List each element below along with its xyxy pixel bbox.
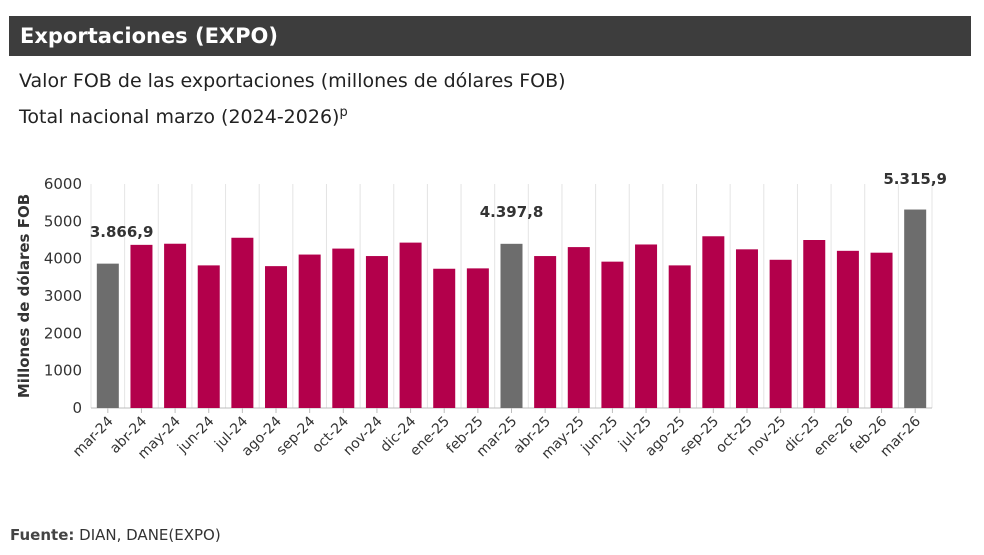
x-tick-label: jun-24 — [174, 413, 218, 457]
bar-dic-25 — [803, 240, 826, 408]
source-text: DIAN, DANE(EXPO) — [79, 526, 221, 544]
bar-may-24 — [164, 243, 187, 408]
bar-nov-25 — [769, 259, 792, 408]
section-header: Exportaciones (EXPO) — [9, 16, 971, 56]
bar-jun-24 — [197, 265, 220, 408]
y-tick-label: 3000 — [44, 287, 82, 305]
bar-abr-24 — [130, 244, 153, 408]
bar-jul-24 — [231, 237, 254, 408]
y-tick-label: 2000 — [44, 324, 82, 342]
bar-dic-24 — [399, 242, 422, 408]
y-tick-label: 5000 — [44, 212, 82, 230]
bar-chart: 0 1000 2000 3000 4000 5000 6000 Millones de dól… — [15, 170, 947, 462]
bar-ene-26 — [836, 250, 859, 408]
bar-ene-25 — [433, 268, 456, 408]
bar-feb-25 — [466, 268, 489, 408]
bar-oct-24 — [332, 248, 355, 408]
bar-jul-25 — [635, 244, 658, 408]
x-tick-label: jun-25 — [578, 414, 621, 457]
bar-sep-25 — [702, 236, 725, 408]
bar-mar-26 — [904, 209, 927, 408]
y-axis-label: Millones de dólares FOB — [15, 194, 33, 398]
bar-may-25 — [567, 247, 590, 408]
bar-mar-25 — [500, 243, 523, 408]
bar-mar-24 — [96, 263, 119, 408]
bar-jun-25 — [601, 261, 624, 408]
y-tick-label: 0 — [72, 399, 82, 417]
chart-subtitle-text: Total nacional marzo (2024-2026) — [19, 106, 340, 128]
y-tick-label: 6000 — [44, 175, 82, 193]
data-label: 3.866,9 — [90, 223, 154, 241]
y-tick-label: 4000 — [44, 250, 82, 268]
bar-ago-24 — [265, 266, 288, 408]
y-tick-label: 1000 — [44, 362, 82, 380]
chart-subtitle: Total nacional marzo (2024-2026)p — [19, 105, 348, 128]
x-tick-label: mar-24 — [70, 413, 117, 460]
data-label: 4.397,8 — [480, 203, 544, 221]
source-label: Fuente: — [10, 526, 75, 544]
bar-ago-25 — [668, 265, 691, 408]
chart-title: Valor FOB de las exportaciones (millones… — [19, 70, 566, 92]
chart-subtitle-sup: p — [339, 105, 348, 120]
source-note: Fuente: DIAN, DANE(EXPO) — [10, 526, 221, 544]
bar-abr-25 — [534, 256, 557, 408]
data-label: 5.315,9 — [883, 170, 947, 188]
bar-sep-24 — [298, 254, 321, 408]
section-header-title: Exportaciones (EXPO) — [20, 24, 278, 48]
bar-oct-25 — [735, 249, 758, 408]
bar-nov-24 — [365, 256, 388, 408]
bar-feb-26 — [870, 252, 893, 408]
